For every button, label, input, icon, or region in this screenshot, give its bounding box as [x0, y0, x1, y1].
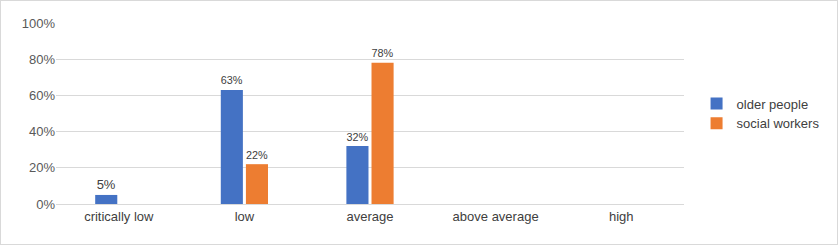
svg-text:low: low: [235, 209, 255, 224]
svg-text:critically low: critically low: [84, 209, 154, 224]
svg-text:high: high: [609, 209, 634, 224]
svg-text:78%: 78%: [372, 47, 394, 59]
svg-text:32%: 32%: [346, 131, 368, 143]
svg-text:63%: 63%: [221, 74, 243, 86]
svg-text:80%: 80%: [29, 52, 55, 67]
svg-text:60%: 60%: [29, 88, 55, 103]
svg-text:0%: 0%: [36, 197, 55, 212]
svg-text:social workers: social workers: [737, 116, 820, 131]
svg-text:100%: 100%: [22, 16, 56, 31]
svg-text:5%: 5%: [97, 177, 116, 192]
svg-text:above average: above average: [453, 209, 539, 224]
svg-text:average: average: [347, 209, 394, 224]
svg-text:40%: 40%: [29, 124, 55, 139]
svg-text:older people: older people: [737, 97, 809, 112]
svg-text:22%: 22%: [246, 149, 268, 161]
svg-text:20%: 20%: [29, 160, 55, 175]
